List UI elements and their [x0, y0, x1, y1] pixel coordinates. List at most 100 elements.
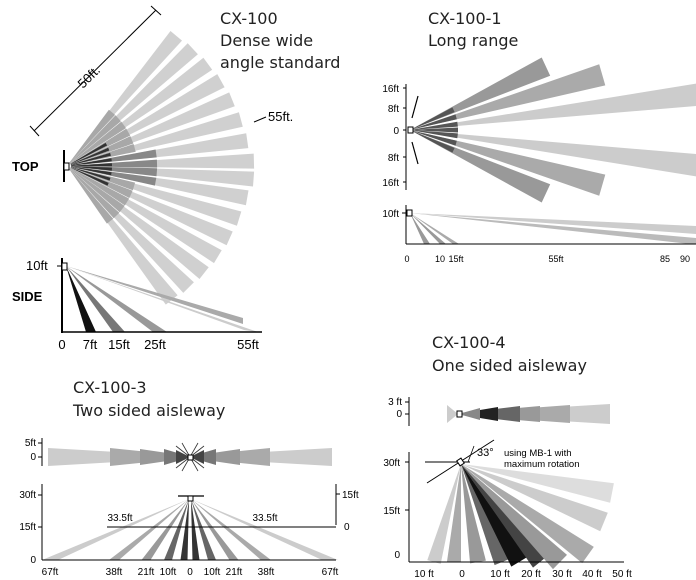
cx100-3-side-beam	[191, 499, 239, 560]
cx100-1-model-title: CX-100-1	[428, 9, 502, 28]
cx100-fan-beam-core	[69, 168, 120, 219]
cx100-fan-beam-core	[70, 168, 125, 213]
cx100-side-x-tick-label: 15ft	[108, 337, 130, 352]
cx100-side-y-label: 10ft	[26, 258, 48, 273]
cx100-4-x-tick-labels: 10 ft 0 10 ft 20 ft 30 ft 40 ft 50 ft	[414, 569, 632, 580]
cx100-side-beam	[66, 266, 125, 332]
cx100-4-side-beam	[447, 464, 461, 563]
cx100-1-mount-line	[411, 95, 419, 119]
cx100-fan-beam-core	[69, 115, 121, 164]
cx100-4-side-beam	[461, 464, 547, 568]
cx100-top-label: TOP	[12, 159, 39, 174]
cx100-desc-line2: angle standard	[220, 53, 341, 72]
cx100-3-x-tick-label: 0	[187, 567, 193, 578]
cx100-4-top-y-label: 3 ft	[388, 397, 402, 408]
cx100-side-sensor-icon	[61, 262, 68, 271]
cx100-3-mid-label-right: 33.5ft	[252, 513, 277, 524]
cx100-3-side-right-label: 15ft	[342, 490, 359, 501]
cx100-3-side-y-label: 0	[30, 555, 36, 566]
cx100-1-side-beam	[410, 213, 696, 234]
cx100-fan-beam-dark	[70, 142, 108, 165]
cx100-1-y-tick-label: 8ft	[388, 153, 399, 164]
cx100-1-desc: Long range	[428, 31, 519, 50]
cx100-4-x-tick-label: 20 ft	[521, 569, 541, 580]
cx100-4-x-tick-label: 40 ft	[582, 569, 602, 580]
cx100-4-note-line1: using MB-1 with	[504, 448, 572, 459]
cx100-4-top-beam	[462, 408, 480, 420]
cx100-1-fan-beam	[413, 130, 696, 177]
cx100-1-fan-beam	[412, 64, 606, 130]
cx100-3-side-beam	[191, 499, 200, 560]
cx100-3-side-y-label: 15ft	[19, 522, 36, 533]
cx100-dim-55-label: 55ft.	[268, 109, 293, 124]
cx100-1-fan-beam	[413, 83, 696, 130]
cx100-3-side-beam	[141, 499, 189, 560]
cx100-fan-beam-dark	[70, 158, 112, 166]
cx100-1-y-tick-label: 16ft	[382, 178, 399, 189]
cx100-3-top-beam	[176, 450, 188, 464]
cx100-fan-beam-dark	[71, 163, 112, 167]
cx100-4-side-y-label: 15ft	[383, 506, 400, 517]
cx100-model-title: CX-100	[220, 9, 278, 28]
cx100-3-x-tick-label: 21ft	[138, 567, 155, 578]
cx100-4-side-beam	[461, 464, 527, 567]
cx100-3-x-tick-labels: 67ft 38ft 21ft 10ft 0 10ft 21ft 38ft 67ft	[42, 567, 339, 578]
cx100-fan-beam-core	[69, 109, 116, 164]
cx100-1-side-beam	[410, 213, 696, 244]
cx100-fan-beam-dark	[70, 147, 110, 165]
cx100-4-top-beam	[447, 405, 458, 423]
cx100-3-mid-label-left: 33.5ft	[107, 513, 132, 524]
cx100-1-fan-beam-dark	[412, 131, 455, 153]
cx100-1-y-tick-label: 16ft	[382, 84, 399, 95]
cx100-4-side-y-label: 30ft	[383, 458, 400, 469]
cx100-4-side-beam	[461, 464, 486, 564]
cx100-1-side-beam	[410, 213, 459, 244]
cx100-side-x-tick-label: 55ft	[237, 337, 259, 352]
cx100-1-x-tick-label: 0	[404, 254, 409, 264]
cx100-1-fan-beam-dark	[412, 114, 457, 130]
cx100-fan-beam-dark	[70, 166, 112, 176]
cx100-4-side-beam	[461, 464, 510, 566]
cx100-dimension-line	[33, 9, 157, 132]
cx100-3-desc: Two sided aisleway	[73, 401, 226, 420]
cx100-3-x-tick-label: 10ft	[204, 567, 221, 578]
cx100-4-side-y-label: 0	[394, 550, 400, 561]
cx100-side-beam	[66, 266, 167, 332]
cx100-1-fan-beam-dark	[413, 130, 458, 139]
cx100-4-x-tick-label: 10 ft	[490, 569, 510, 580]
cx100-3-x-tick-label: 38ft	[106, 567, 123, 578]
cx100-3-sensor-icon	[187, 454, 194, 461]
cx100-4-side-beam	[461, 464, 614, 503]
cx100-1-y-tick-label: 0	[393, 126, 399, 137]
cx100-4-side-sensor-icon	[456, 457, 465, 467]
cx100-1-side-sensor-icon	[406, 209, 413, 217]
cx100-4-side-beam	[461, 464, 594, 564]
cx100-dim-55-leader	[253, 116, 267, 123]
cx100-1-side-y-label: 10ft	[382, 209, 399, 220]
cx100-3-side-beam	[180, 499, 189, 560]
cx100-side-beam	[66, 266, 96, 332]
cx100-4-note-line2: maximum rotation	[504, 459, 580, 470]
cx100-4-sensor-icon	[456, 410, 463, 418]
cx100-side-x-tick-label: 7ft	[83, 337, 98, 352]
cx100-4-top-y-label: 0	[396, 409, 402, 420]
cx100-fan-beam-dark	[71, 166, 112, 171]
cx100-fan-beam-core	[69, 169, 114, 224]
cx100-1-side-beam	[410, 213, 430, 244]
cx100-1-x-tick-label: 10	[435, 254, 445, 264]
cx100-1-y-tick-label: 8ft	[388, 104, 399, 115]
cx100-1-fan-beam-dark	[413, 127, 458, 133]
cx100-desc-line1: Dense wide	[220, 31, 314, 50]
cx100-fan-beam-core	[70, 121, 126, 164]
cx100-1-fan-beam-dark	[413, 121, 458, 130]
cx100-3-side-right-label: 0	[344, 522, 350, 533]
cx100-4-top-beams	[447, 404, 610, 424]
cx100-side-beam	[66, 266, 243, 324]
cx100-fan-beam-dark	[70, 167, 111, 181]
cx100-sensor-icon	[63, 162, 70, 171]
cx100-fan-beam-core	[70, 167, 136, 191]
cx100-4-model-title: CX-100-4	[432, 333, 506, 352]
cx100-3-x-tick-label: 67ft	[322, 567, 339, 578]
cx100-3-side-beam	[164, 499, 189, 560]
cx100-1-mount-line	[411, 141, 419, 165]
